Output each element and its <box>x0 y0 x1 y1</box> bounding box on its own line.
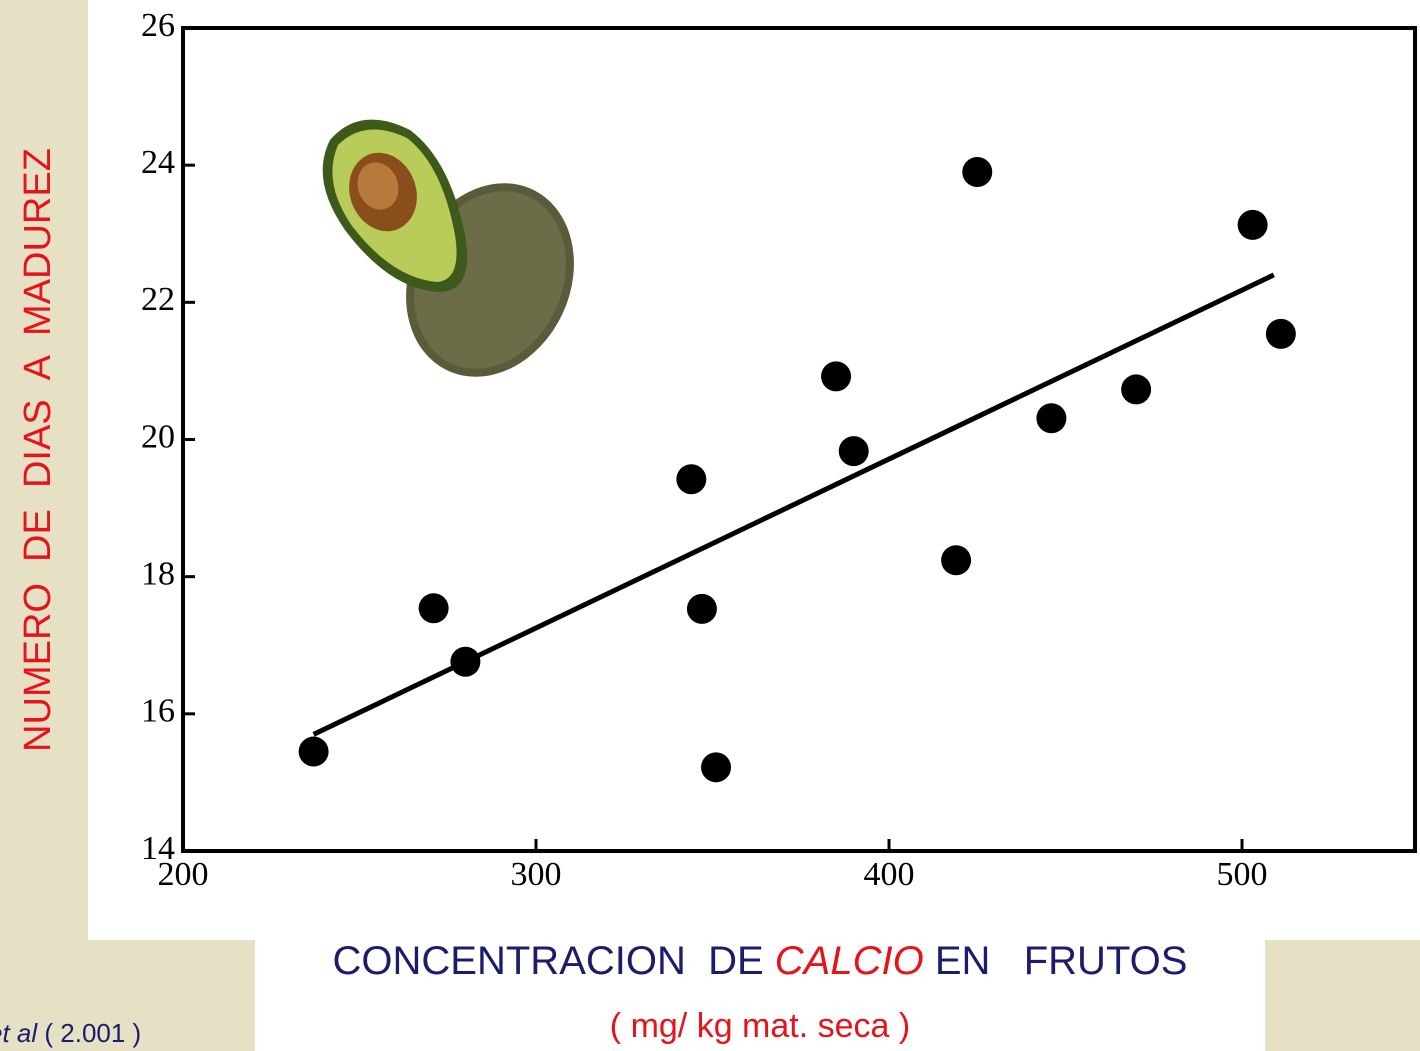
source: et al ( 2.001 ) <box>0 1018 141 1048</box>
data-point <box>676 464 706 494</box>
y-tick-label: 22 <box>141 281 175 318</box>
x-label-part: CALCIO <box>775 939 924 983</box>
data-point <box>419 593 449 623</box>
page: {"chart_data": {"type": "scatter", "y_la… <box>0 0 1420 1051</box>
data-point <box>821 361 851 391</box>
x-label-part: CONCENTRACION DE <box>333 939 775 983</box>
y-tick-label: 16 <box>141 693 175 730</box>
plot-background <box>88 0 1420 940</box>
data-point <box>701 752 731 782</box>
x-tick-label: 400 <box>864 856 915 893</box>
y-axis-label: NUMERO DE DIAS A MADUREZ <box>17 148 59 752</box>
x-axis-label: CONCENTRACION DE CALCIO EN FRUTOS <box>333 939 1188 983</box>
y-tick-label: 18 <box>141 555 175 592</box>
chart: NUMERO DE DIAS A MADUREZ CONCENTRACION D… <box>0 0 1420 1051</box>
data-point <box>299 737 329 767</box>
data-point <box>1121 374 1151 404</box>
source-part: et al <box>0 1018 38 1048</box>
data-point <box>839 436 869 466</box>
data-point <box>941 545 971 575</box>
x-tick-label: 500 <box>1217 856 1268 893</box>
x-axis-unit: ( mg/ kg mat. seca ) <box>610 1007 910 1045</box>
y-tick-label: 26 <box>141 7 175 44</box>
y-tick-label: 24 <box>141 144 175 181</box>
y-tick-label: 20 <box>141 418 175 455</box>
data-point <box>1238 210 1268 240</box>
x-tick-label: 300 <box>511 856 562 893</box>
source-part: ( 2.001 ) <box>37 1018 141 1048</box>
data-point <box>1036 403 1066 433</box>
data-point <box>450 647 480 677</box>
x-label-part: EN FRUTOS <box>924 939 1188 983</box>
data-point <box>1266 319 1296 349</box>
data-point <box>962 157 992 187</box>
data-point <box>687 594 717 624</box>
x-tick-label: 200 <box>158 856 209 893</box>
